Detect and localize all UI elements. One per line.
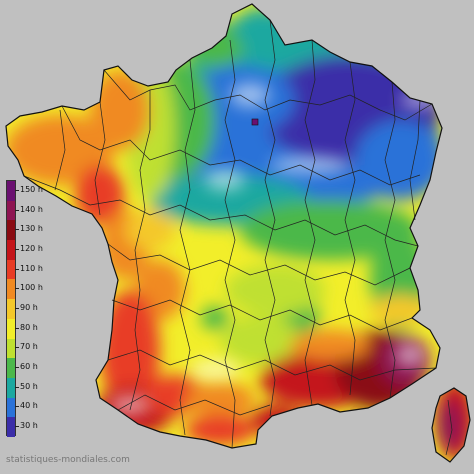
legend-tick [15, 367, 19, 369]
legend-tick [15, 268, 19, 270]
legend-tick [15, 406, 19, 408]
legend-label: 150 h [20, 184, 43, 194]
legend-tick [15, 229, 19, 231]
legend-swatch [7, 259, 15, 280]
legend-tick [15, 209, 19, 211]
legend-swatch [7, 358, 15, 379]
legend-label: 40 h [20, 401, 38, 411]
legend-tick [15, 189, 19, 191]
legend-label: 70 h [20, 342, 38, 352]
department-borders [23, 19, 453, 456]
sunshine-legend: 150 h 140 h 130 h 120 h 110 h 100 h 90 h 80 h 70… [4, 180, 54, 438]
watermark: statistiques-mondiales.com [6, 455, 130, 465]
legend-label: 90 h [20, 303, 38, 312]
legend-label: 120 h [20, 243, 43, 253]
legend-label: 100 h [20, 283, 43, 293]
legend-tick [15, 426, 19, 428]
legend-tick [15, 347, 19, 349]
legend-swatch [7, 377, 15, 399]
legend-label: 130 h [20, 224, 43, 234]
legend-swatch [7, 338, 15, 359]
legend-tick [15, 308, 19, 309]
france-outline [5, 3, 471, 463]
legend-swatch [7, 417, 15, 438]
legend-label: 30 h [20, 421, 38, 431]
legend-label: 60 h [20, 362, 38, 372]
legend-swatch [7, 200, 15, 221]
paris-marker [251, 118, 259, 126]
legend-swatch [7, 318, 15, 340]
legend-swatch [7, 240, 15, 261]
legend-label: 140 h [20, 204, 43, 214]
legend-tick [15, 248, 19, 250]
legend-swatch [7, 397, 15, 418]
legend-tick [15, 327, 19, 329]
legend-swatch [7, 220, 15, 241]
legend-label: 110 h [20, 263, 43, 273]
legend-tick [15, 386, 19, 388]
legend-tick [15, 288, 19, 290]
legend-label: 50 h [20, 381, 38, 391]
legend-swatch [7, 299, 15, 320]
legend-swatch [7, 181, 15, 202]
legend-label: 80 h [20, 322, 38, 332]
legend-swatch [7, 279, 15, 300]
